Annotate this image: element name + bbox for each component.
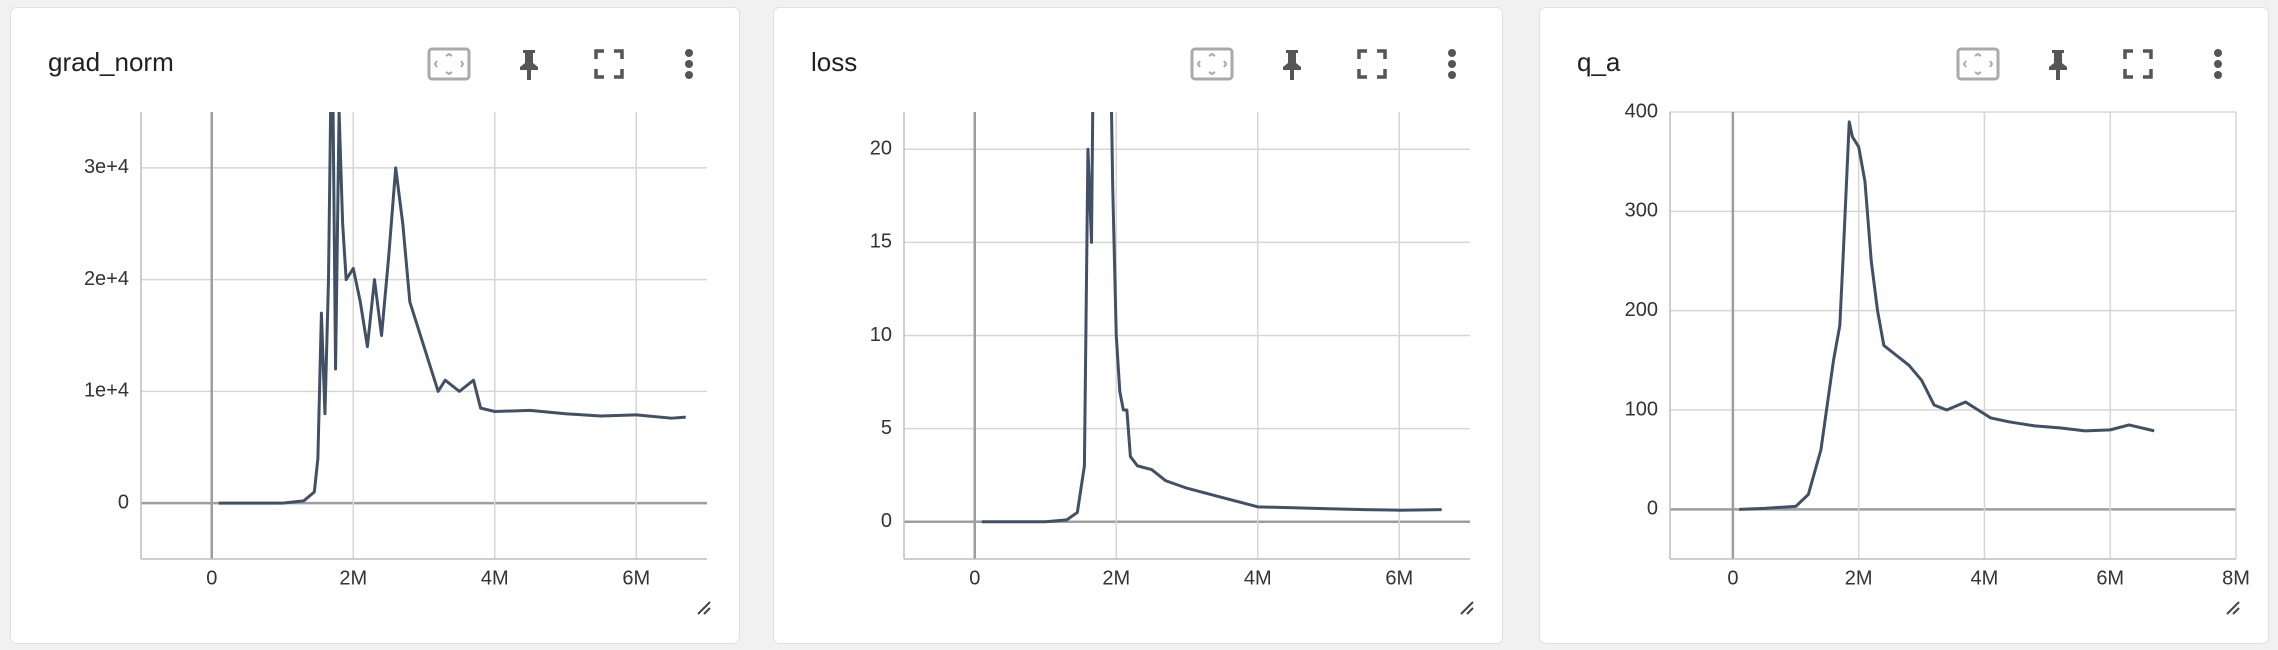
fullscreen-button[interactable]	[2123, 49, 2153, 79]
x-tick-label: 4M	[1971, 567, 1999, 589]
icon	[2214, 71, 2222, 79]
chart-card: loss 0 5 10 15 20 0 2M 4M 6M	[773, 7, 1503, 644]
y-tick-label: 2e+4	[84, 268, 129, 290]
icon	[1460, 601, 1474, 615]
resize-handle[interactable]	[1460, 601, 1474, 615]
icon	[520, 50, 538, 80]
icon	[2214, 49, 2222, 57]
card-background	[10, 7, 740, 644]
card-background	[1539, 7, 2269, 644]
icon	[1357, 49, 1387, 79]
icon	[1190, 47, 1234, 81]
x-tick-label: 0	[1727, 567, 1738, 589]
x-tick-label: 6M	[2096, 567, 2124, 589]
fullscreen-button[interactable]	[1357, 49, 1387, 79]
icon	[685, 49, 693, 57]
chart-card: q_a 0 100 200 300 400 0 2M 4M 6M 8M	[1539, 7, 2269, 644]
card-background	[773, 7, 1503, 644]
x-tick-label: 2M	[1845, 567, 1873, 589]
icon	[1956, 47, 2000, 81]
y-tick-label: 100	[1625, 398, 1658, 420]
icon	[685, 71, 693, 79]
icon	[1448, 49, 1456, 57]
y-tick-label: 10	[870, 324, 892, 346]
more-button[interactable]	[1448, 49, 1456, 79]
chart-title: q_a	[1577, 47, 1621, 77]
fit-domain-button[interactable]	[427, 47, 471, 81]
icon	[697, 601, 711, 615]
y-tick-label: 20	[870, 138, 892, 160]
x-tick-label: 6M	[622, 567, 650, 589]
chart-title: grad_norm	[48, 47, 174, 77]
y-tick-label: 0	[881, 510, 892, 532]
icon	[1196, 52, 1228, 76]
data-line	[218, 112, 686, 505]
icon	[2123, 49, 2153, 79]
icon	[2049, 50, 2067, 80]
pin-button[interactable]	[1283, 50, 1301, 80]
fit-domain-button[interactable]	[1190, 47, 1234, 81]
x-tick-label: 6M	[1385, 567, 1413, 589]
icon	[1962, 52, 1994, 76]
fit-domain-button[interactable]	[1956, 47, 2000, 81]
x-tick-label: 4M	[481, 567, 509, 589]
icon	[433, 52, 465, 76]
icon	[685, 60, 693, 68]
y-tick-label: 3e+4	[84, 156, 129, 178]
x-tick-label: 2M	[339, 567, 367, 589]
y-tick-label: 15	[870, 231, 892, 253]
x-tick-label: 2M	[1102, 567, 1130, 589]
resize-handle[interactable]	[2226, 601, 2240, 615]
x-tick-label: 8M	[2222, 567, 2250, 589]
more-button[interactable]	[2214, 49, 2222, 79]
data-line	[1739, 120, 2155, 511]
fullscreen-button[interactable]	[594, 49, 624, 79]
pin-button[interactable]	[2049, 50, 2067, 80]
chart-card: grad_norm 0 1e+4 2e+4 3e+4 0 2M 4M 6M	[10, 7, 740, 644]
x-tick-label: 4M	[1244, 567, 1272, 589]
more-button[interactable]	[685, 49, 693, 79]
data-line	[981, 112, 1442, 524]
resize-handle[interactable]	[697, 601, 711, 615]
icon	[1448, 71, 1456, 79]
y-tick-label: 200	[1625, 299, 1658, 321]
y-tick-label: 300	[1625, 200, 1658, 222]
y-tick-label: 5	[881, 417, 892, 439]
x-tick-label: 0	[969, 567, 980, 589]
icon	[594, 49, 624, 79]
y-tick-label: 1e+4	[84, 380, 129, 402]
icon	[2226, 601, 2240, 615]
y-tick-label: 400	[1625, 100, 1658, 122]
y-tick-label: 0	[1647, 498, 1658, 520]
icon	[427, 47, 471, 81]
y-tick-label: 0	[118, 491, 129, 513]
icon	[1448, 60, 1456, 68]
x-tick-label: 0	[206, 567, 217, 589]
icon	[1283, 50, 1301, 80]
icon	[2214, 60, 2222, 68]
chart-title: loss	[811, 47, 857, 77]
pin-button[interactable]	[520, 50, 538, 80]
